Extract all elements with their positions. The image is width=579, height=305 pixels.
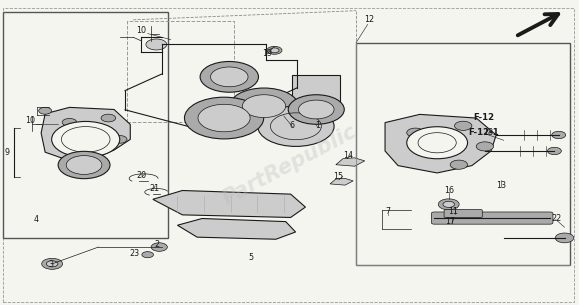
FancyBboxPatch shape [431, 212, 553, 224]
Circle shape [142, 252, 153, 258]
Text: 9: 9 [5, 148, 10, 157]
Circle shape [258, 106, 334, 146]
Circle shape [288, 95, 345, 124]
Polygon shape [177, 218, 296, 239]
Circle shape [552, 131, 566, 138]
Circle shape [443, 201, 455, 207]
Circle shape [42, 258, 63, 269]
Text: 14: 14 [343, 151, 353, 160]
Text: 5: 5 [249, 253, 254, 262]
Text: 4: 4 [34, 215, 38, 224]
Circle shape [198, 104, 250, 132]
Polygon shape [336, 158, 365, 166]
Circle shape [406, 128, 424, 137]
Circle shape [151, 243, 167, 251]
Text: 10: 10 [135, 26, 146, 35]
Circle shape [555, 233, 574, 243]
Text: 12: 12 [364, 15, 375, 24]
Text: 22: 22 [552, 214, 562, 223]
Circle shape [548, 147, 562, 155]
Text: 16: 16 [444, 186, 454, 195]
Text: 11: 11 [448, 207, 459, 216]
Text: 6: 6 [290, 120, 295, 130]
Text: 19: 19 [262, 48, 273, 58]
Text: 2: 2 [155, 240, 159, 249]
Polygon shape [330, 178, 353, 185]
Circle shape [58, 151, 110, 179]
Text: 15: 15 [334, 172, 344, 181]
Circle shape [406, 127, 467, 159]
Text: 10: 10 [25, 116, 35, 125]
Circle shape [476, 142, 494, 151]
Circle shape [200, 62, 258, 92]
Circle shape [243, 95, 285, 117]
Text: 7: 7 [386, 207, 390, 216]
Circle shape [270, 48, 279, 53]
Text: F-12-1: F-12-1 [468, 128, 499, 137]
Circle shape [450, 160, 468, 169]
Text: 3: 3 [49, 260, 53, 269]
Circle shape [52, 121, 120, 157]
Circle shape [112, 135, 127, 143]
Circle shape [455, 121, 472, 131]
Circle shape [62, 118, 77, 126]
Text: 17: 17 [445, 217, 456, 226]
Circle shape [66, 156, 102, 174]
Text: 23: 23 [130, 249, 140, 258]
Circle shape [46, 261, 58, 267]
Circle shape [101, 114, 116, 122]
Text: 1: 1 [315, 120, 320, 130]
Polygon shape [385, 114, 496, 173]
Text: PartRepublic: PartRepublic [219, 121, 360, 209]
Circle shape [298, 100, 334, 119]
FancyBboxPatch shape [444, 210, 482, 217]
Text: 18: 18 [483, 128, 493, 137]
Circle shape [146, 39, 167, 50]
Circle shape [185, 97, 263, 139]
Polygon shape [153, 191, 306, 217]
Circle shape [211, 67, 248, 87]
Circle shape [230, 88, 298, 124]
Circle shape [267, 46, 282, 54]
Circle shape [438, 199, 459, 210]
Text: F-12: F-12 [473, 113, 494, 122]
Text: 20: 20 [136, 171, 146, 180]
Text: 13: 13 [496, 181, 507, 190]
Text: 21: 21 [149, 184, 159, 193]
Circle shape [39, 107, 52, 114]
Circle shape [74, 150, 89, 158]
Polygon shape [41, 107, 130, 161]
Polygon shape [292, 75, 340, 109]
